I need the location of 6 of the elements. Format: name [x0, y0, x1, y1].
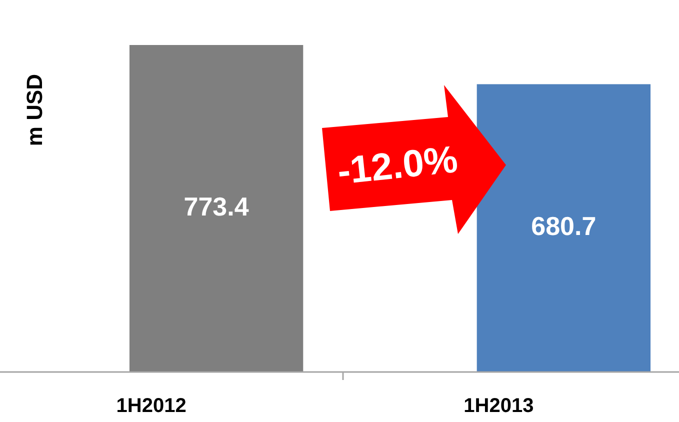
data-label: 680.7 [531, 210, 596, 241]
y-axis-title: m USD [22, 74, 47, 146]
x-tick-label: 1H2012 [116, 395, 186, 417]
x-tick-label: 1H2013 [464, 395, 534, 417]
annotation: -12.0% [336, 138, 460, 194]
data-label: 773.4 [184, 191, 250, 222]
